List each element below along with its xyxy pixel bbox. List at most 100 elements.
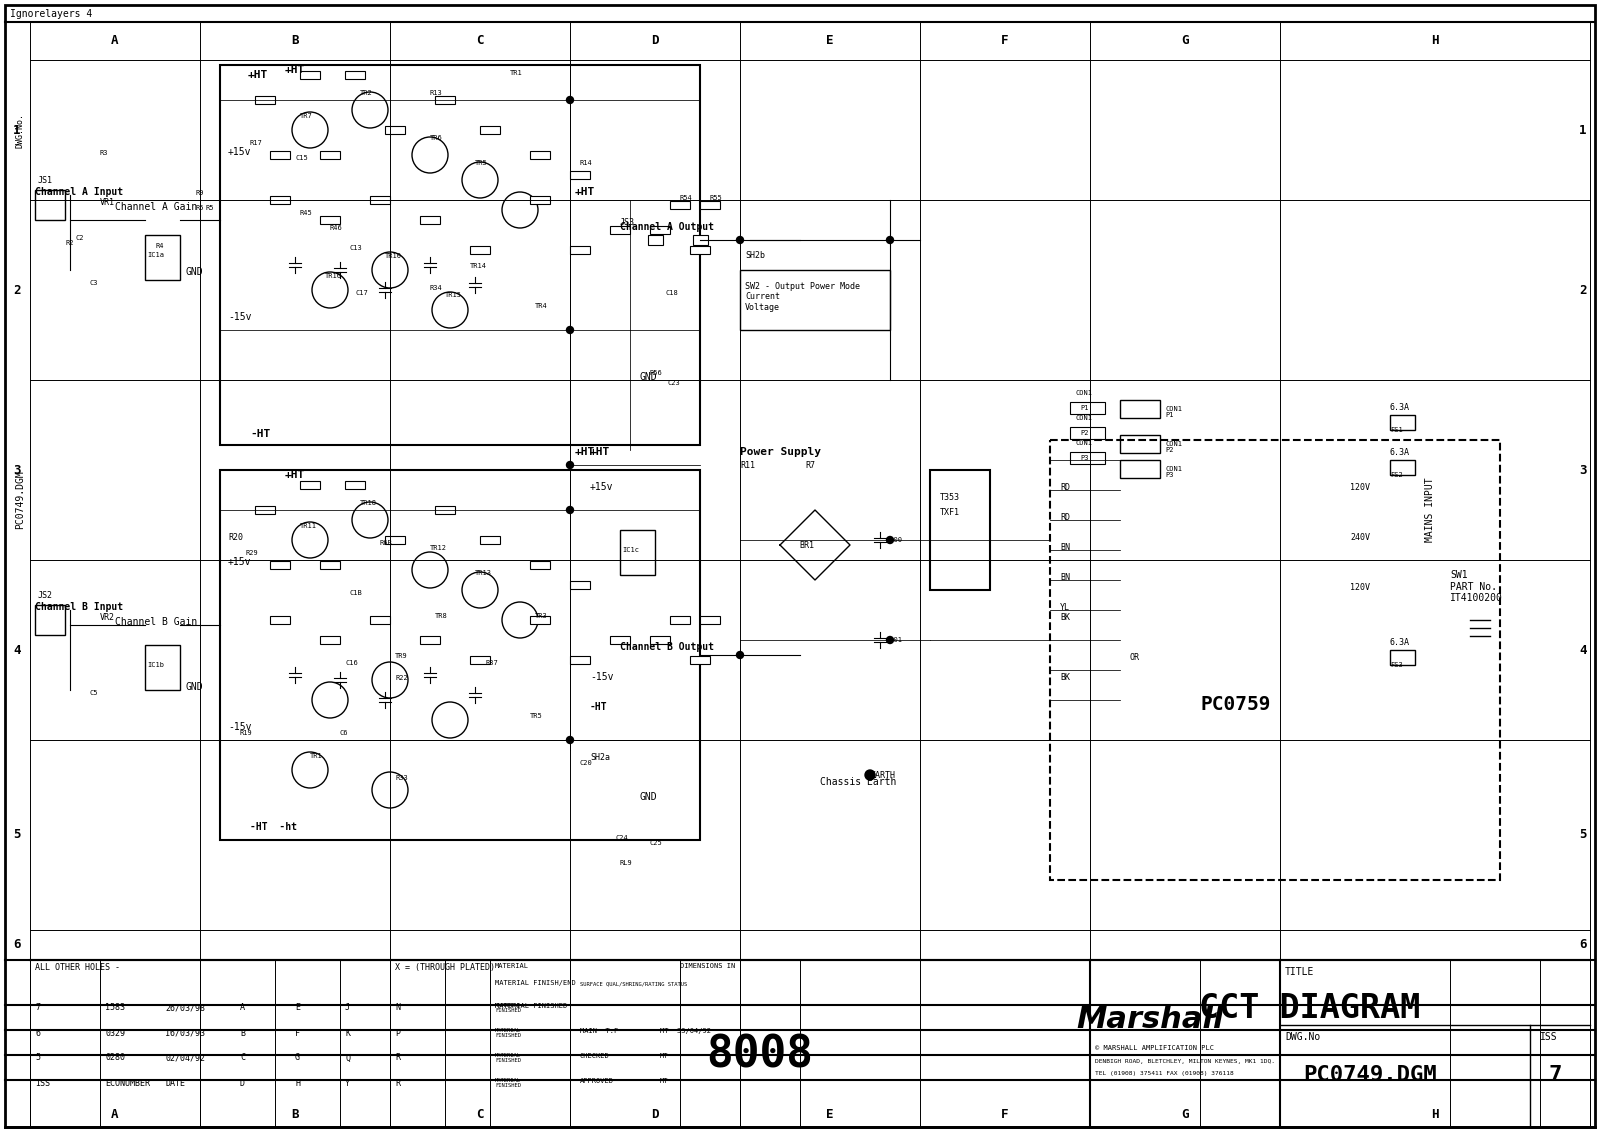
Text: 8008: 8008 xyxy=(707,1034,813,1077)
Text: JS1: JS1 xyxy=(38,175,53,185)
Bar xyxy=(530,561,550,569)
Text: JS2: JS2 xyxy=(38,591,53,600)
Text: C17: C17 xyxy=(355,290,368,295)
Text: 1: 1 xyxy=(13,123,21,137)
Text: F: F xyxy=(1002,34,1008,46)
Text: Channel B Input: Channel B Input xyxy=(35,602,123,612)
Text: C3: C3 xyxy=(90,280,99,286)
Text: SW2 - Output Power Mode
Current
Voltage: SW2 - Output Power Mode Current Voltage xyxy=(746,282,861,311)
Text: MAINS INPUT: MAINS INPUT xyxy=(1426,478,1435,542)
Text: R9: R9 xyxy=(195,190,203,196)
Bar xyxy=(690,246,710,254)
Text: R54: R54 xyxy=(680,195,693,201)
Text: +15v: +15v xyxy=(229,147,251,157)
Text: R13: R13 xyxy=(430,91,443,96)
Text: CCT DIAGRAM: CCT DIAGRAM xyxy=(1200,992,1421,1024)
Text: Marshall: Marshall xyxy=(1077,1005,1224,1035)
Text: R2: R2 xyxy=(66,240,74,246)
Text: ALL OTHER HOLES -: ALL OTHER HOLES - xyxy=(35,963,120,972)
Text: FS3: FS3 xyxy=(1390,662,1403,668)
Text: C24: C24 xyxy=(614,835,627,841)
Bar xyxy=(570,171,590,179)
Bar xyxy=(435,506,454,514)
Bar xyxy=(1390,415,1414,430)
Bar xyxy=(1390,460,1414,475)
Text: CHECKED: CHECKED xyxy=(579,1053,610,1060)
Text: E: E xyxy=(294,1003,301,1012)
Text: BK: BK xyxy=(1059,614,1070,621)
Bar xyxy=(301,71,320,79)
Text: +HT: +HT xyxy=(285,65,306,75)
Text: TR16: TR16 xyxy=(325,273,342,278)
Text: 6.3A: 6.3A xyxy=(1390,638,1410,648)
Text: IC1b: IC1b xyxy=(147,662,165,668)
Bar xyxy=(386,126,405,134)
Text: 6: 6 xyxy=(1579,938,1587,952)
Text: TR14: TR14 xyxy=(470,263,486,269)
Text: H: H xyxy=(1432,34,1438,46)
Text: +15v: +15v xyxy=(590,482,613,492)
Text: MAIN  T.F: MAIN T.F xyxy=(579,1028,618,1034)
Text: 0280: 0280 xyxy=(106,1054,125,1063)
Bar xyxy=(648,235,662,245)
Text: TR12: TR12 xyxy=(430,544,446,551)
Text: CON1: CON1 xyxy=(1165,406,1182,412)
Text: PC0749.DGM: PC0749.DGM xyxy=(14,471,26,530)
Bar xyxy=(693,235,707,245)
Text: C6: C6 xyxy=(339,730,349,736)
Text: MT: MT xyxy=(661,1078,669,1084)
Circle shape xyxy=(886,537,893,543)
Text: 4: 4 xyxy=(13,643,21,657)
Bar xyxy=(146,235,179,280)
Text: TR9: TR9 xyxy=(395,653,408,659)
Bar xyxy=(419,636,440,644)
Text: Chassis Earth: Chassis Earth xyxy=(819,777,896,787)
Text: EARTH: EARTH xyxy=(870,771,894,780)
Text: PC0759: PC0759 xyxy=(1200,695,1270,714)
Text: C18: C18 xyxy=(666,290,678,295)
Circle shape xyxy=(886,237,893,243)
Text: BK: BK xyxy=(1059,674,1070,681)
Text: CON1: CON1 xyxy=(1075,391,1091,396)
Text: R55: R55 xyxy=(710,195,723,201)
Text: R: R xyxy=(395,1054,400,1063)
Bar xyxy=(346,481,365,489)
Text: MT: MT xyxy=(661,1053,669,1060)
Text: G: G xyxy=(1181,34,1189,46)
Text: TR18: TR18 xyxy=(360,500,378,506)
Text: GND: GND xyxy=(186,267,203,277)
Text: H: H xyxy=(1432,1108,1438,1122)
Text: TR6: TR6 xyxy=(430,135,443,142)
Text: +HT: +HT xyxy=(574,187,595,197)
Bar xyxy=(570,581,590,589)
Bar xyxy=(1120,435,1160,453)
Text: 2: 2 xyxy=(13,283,21,297)
Text: P: P xyxy=(395,1029,400,1038)
Text: MATERIAL
FINISHED: MATERIAL FINISHED xyxy=(494,1053,522,1063)
Text: +HT: +HT xyxy=(248,70,269,80)
Text: MATERIAL FINISH/END: MATERIAL FINISH/END xyxy=(494,980,576,986)
Text: E: E xyxy=(826,34,834,46)
Circle shape xyxy=(566,462,573,469)
Text: ECONUMBER: ECONUMBER xyxy=(106,1079,150,1088)
Text: MATERIAL FINISHED: MATERIAL FINISHED xyxy=(494,1003,568,1009)
Bar xyxy=(690,657,710,664)
Text: 5: 5 xyxy=(1579,829,1587,841)
Bar xyxy=(470,657,490,664)
Text: GND: GND xyxy=(640,792,658,801)
Text: 120V: 120V xyxy=(1350,583,1370,592)
Text: 4: 4 xyxy=(1579,643,1587,657)
Text: -HT: -HT xyxy=(250,429,270,439)
Text: C1B: C1B xyxy=(350,590,363,597)
Text: CON1: CON1 xyxy=(1075,440,1091,446)
Bar xyxy=(1070,452,1106,464)
Text: CON1: CON1 xyxy=(1165,466,1182,472)
Bar xyxy=(320,216,339,224)
Text: Y: Y xyxy=(346,1079,350,1088)
Circle shape xyxy=(736,237,744,243)
Text: 6.3A: 6.3A xyxy=(1390,403,1410,412)
Text: C: C xyxy=(477,34,483,46)
Text: Channel A Input: Channel A Input xyxy=(35,187,123,197)
Text: Channel A Gain: Channel A Gain xyxy=(115,201,197,212)
Text: C13: C13 xyxy=(350,245,363,251)
